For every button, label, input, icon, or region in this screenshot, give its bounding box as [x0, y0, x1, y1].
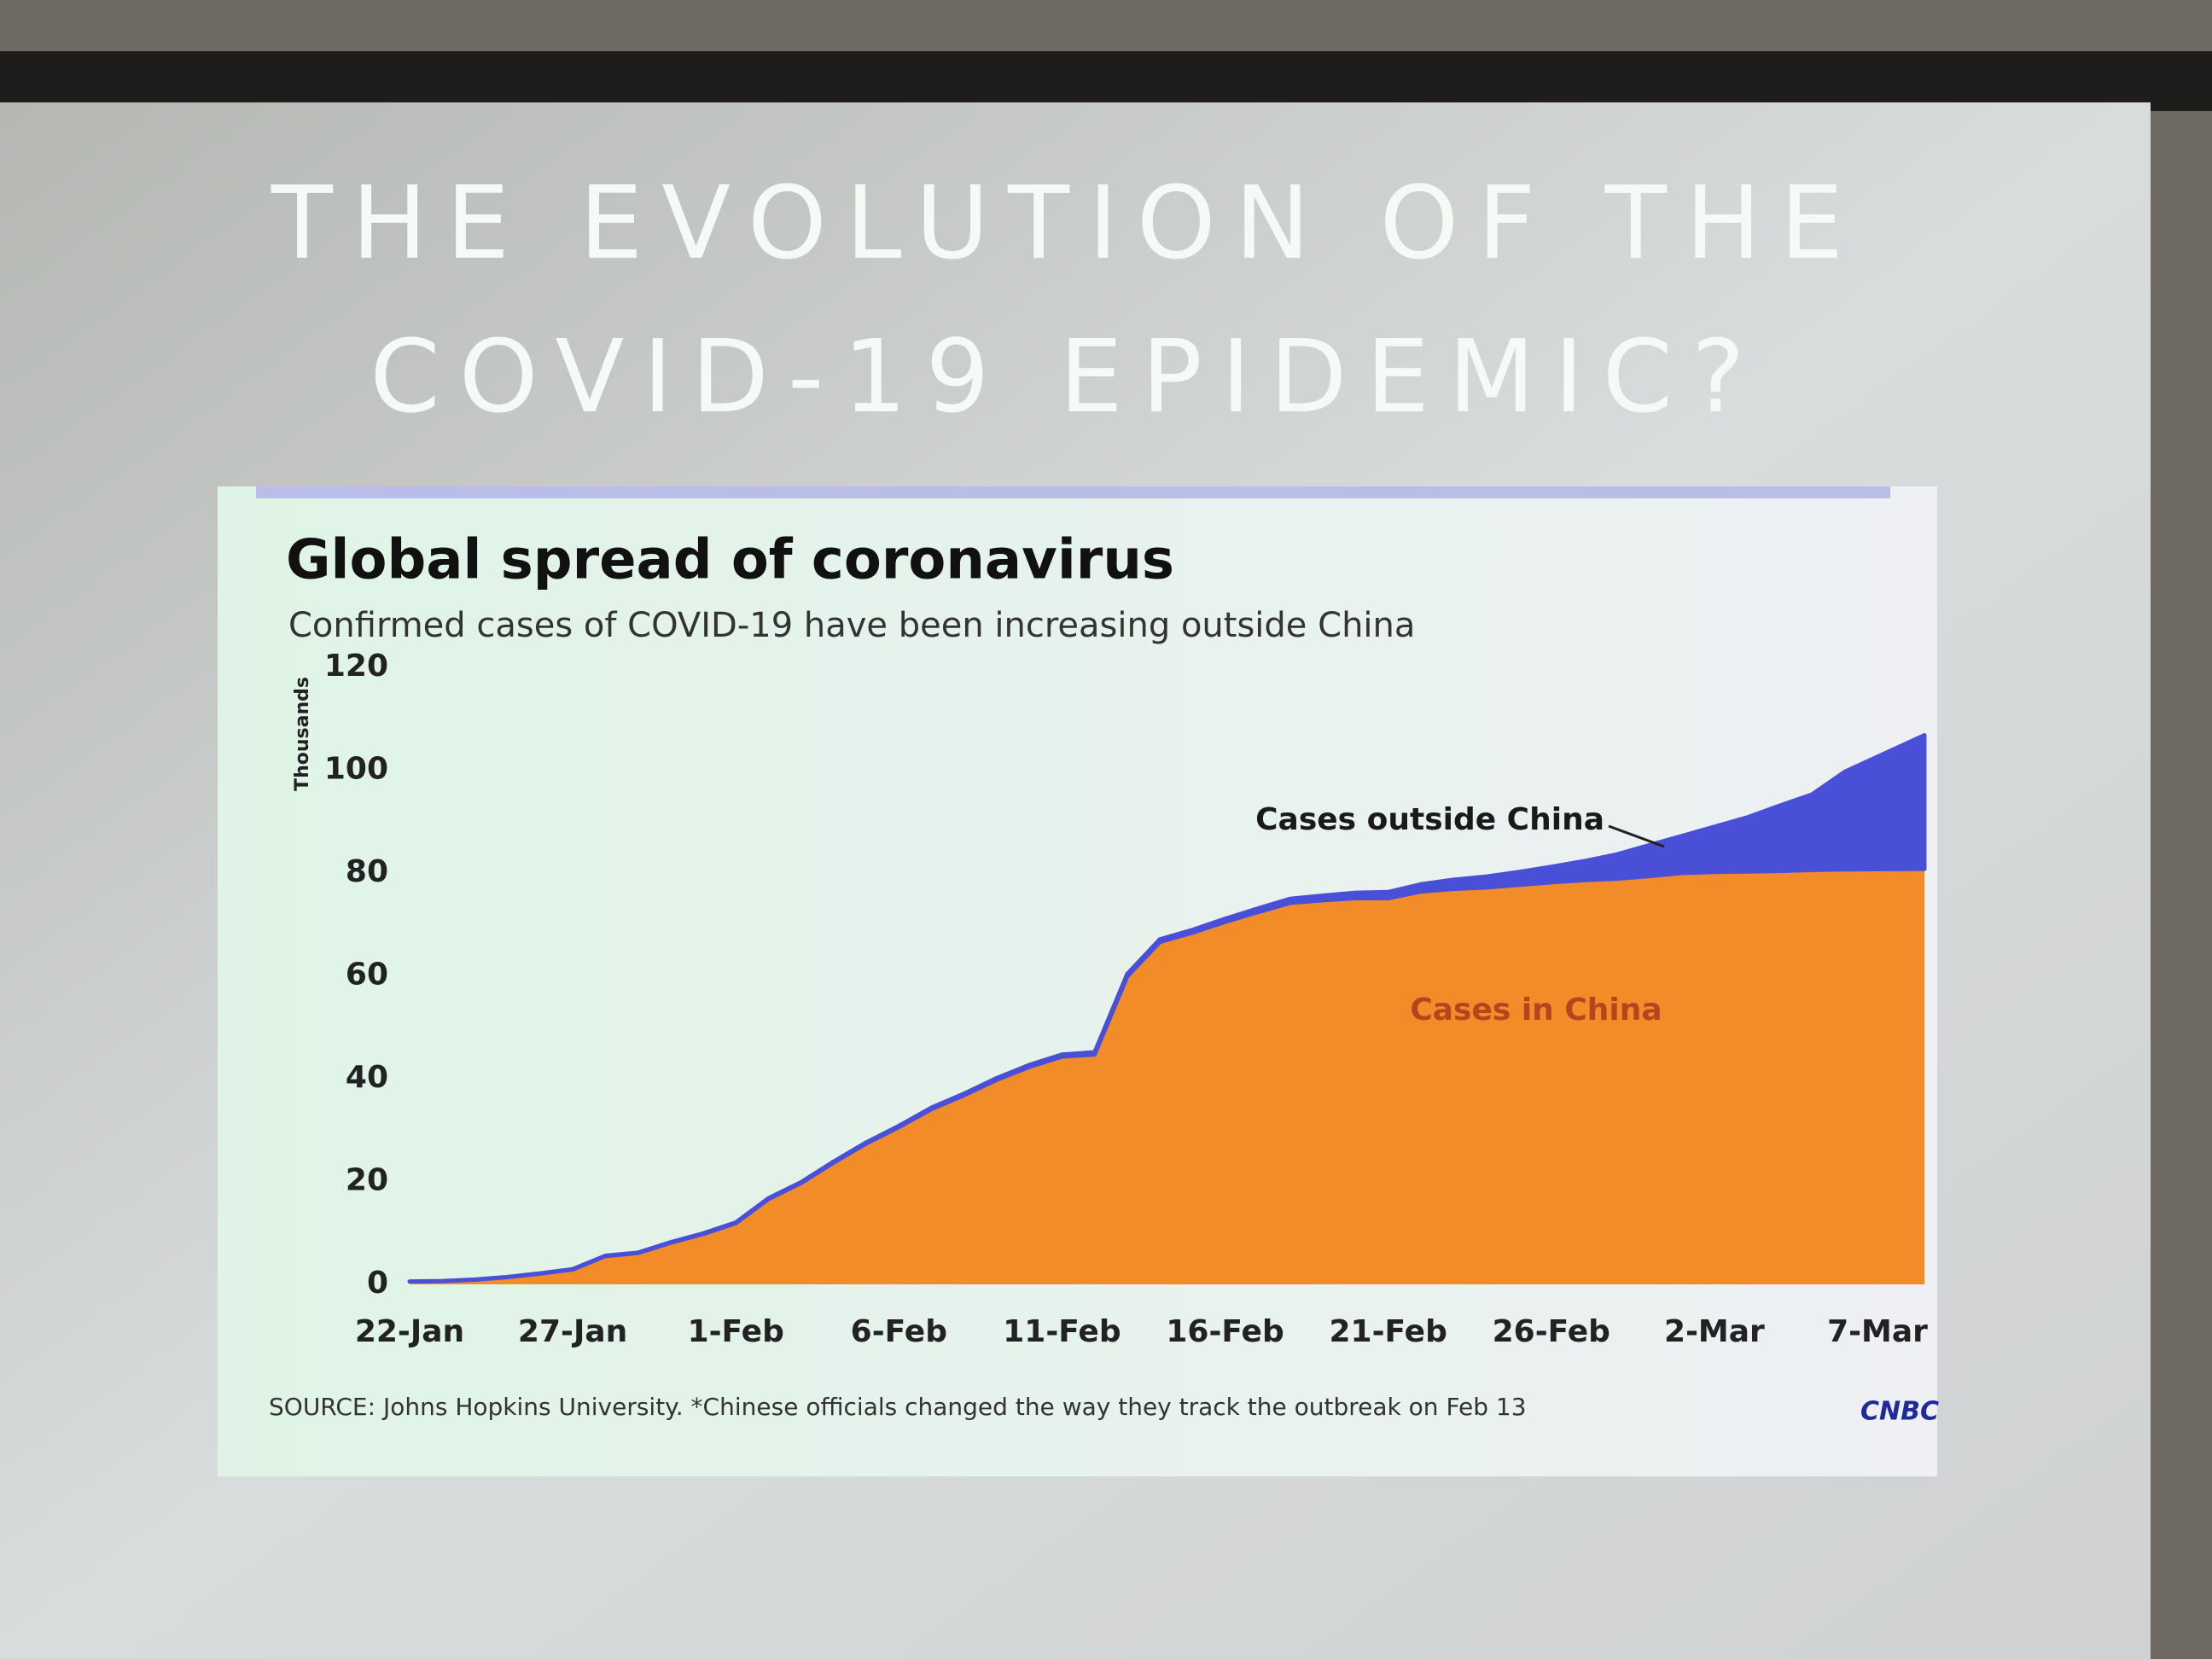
chart-subtitle: Confirmed cases of COVID-19 have been in… [288, 606, 1415, 645]
area [407, 733, 1927, 1284]
x-tick-label: 26-Feb [1493, 1314, 1610, 1349]
x-tick-label: 2-Mar [1664, 1314, 1765, 1349]
x-tick-label: 21-Feb [1329, 1314, 1447, 1349]
x-tick-label: 1-Feb [688, 1314, 784, 1349]
y-tick-label: 60 [346, 958, 388, 992]
y-axis-label: Thousands [292, 677, 313, 791]
x-tick-label: 11-Feb [1003, 1314, 1121, 1349]
y-tick-label: 40 [346, 1060, 388, 1095]
x-tick-label: 22-Jan [355, 1314, 464, 1349]
logo: CNBC [1860, 1397, 1939, 1427]
screen-bar [0, 51, 2212, 111]
y-tick-label: 80 [346, 854, 388, 889]
leader-line [1608, 824, 1665, 848]
y-tick-label: 100 [324, 752, 388, 787]
y-tick-label: 120 [324, 649, 388, 684]
chart-title: Global spread of coronavirus [286, 529, 1174, 592]
x-tick-label: 27-Jan [518, 1314, 627, 1349]
x-tick-label: 16-Feb [1166, 1314, 1284, 1349]
slide-title: THE EVOLUTION OF THE [271, 164, 1862, 282]
area [410, 869, 1924, 1284]
source-note: SOURCE: Johns Hopkins University. *Chine… [269, 1393, 1527, 1421]
series-label: Cases outside China [1255, 802, 1604, 837]
x-tick-label: 7-Mar [1827, 1314, 1928, 1349]
x-tick-label: 6-Feb [851, 1314, 947, 1349]
series-label: Cases in China [1410, 992, 1662, 1027]
panel-top-strip [256, 486, 1890, 498]
slide-title: COVID-19 EPIDEMIC? [370, 317, 1763, 435]
y-tick-label: 20 [346, 1163, 388, 1198]
y-tick-label: 0 [367, 1266, 388, 1301]
